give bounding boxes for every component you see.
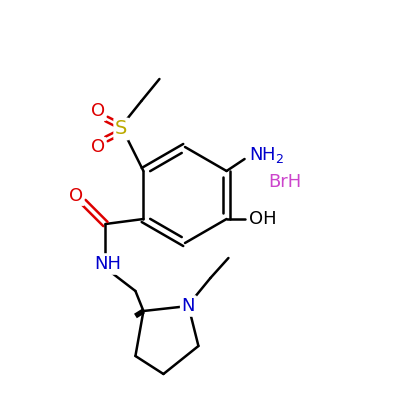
Text: S: S [115, 120, 127, 138]
Text: BrH: BrH [268, 173, 301, 191]
Text: O: O [91, 138, 106, 156]
Text: O: O [91, 102, 106, 120]
Text: O: O [69, 187, 83, 205]
Text: N: N [182, 297, 195, 315]
Text: OH: OH [249, 210, 276, 228]
Text: NH$_2$: NH$_2$ [249, 145, 284, 165]
Text: NH: NH [94, 255, 121, 273]
